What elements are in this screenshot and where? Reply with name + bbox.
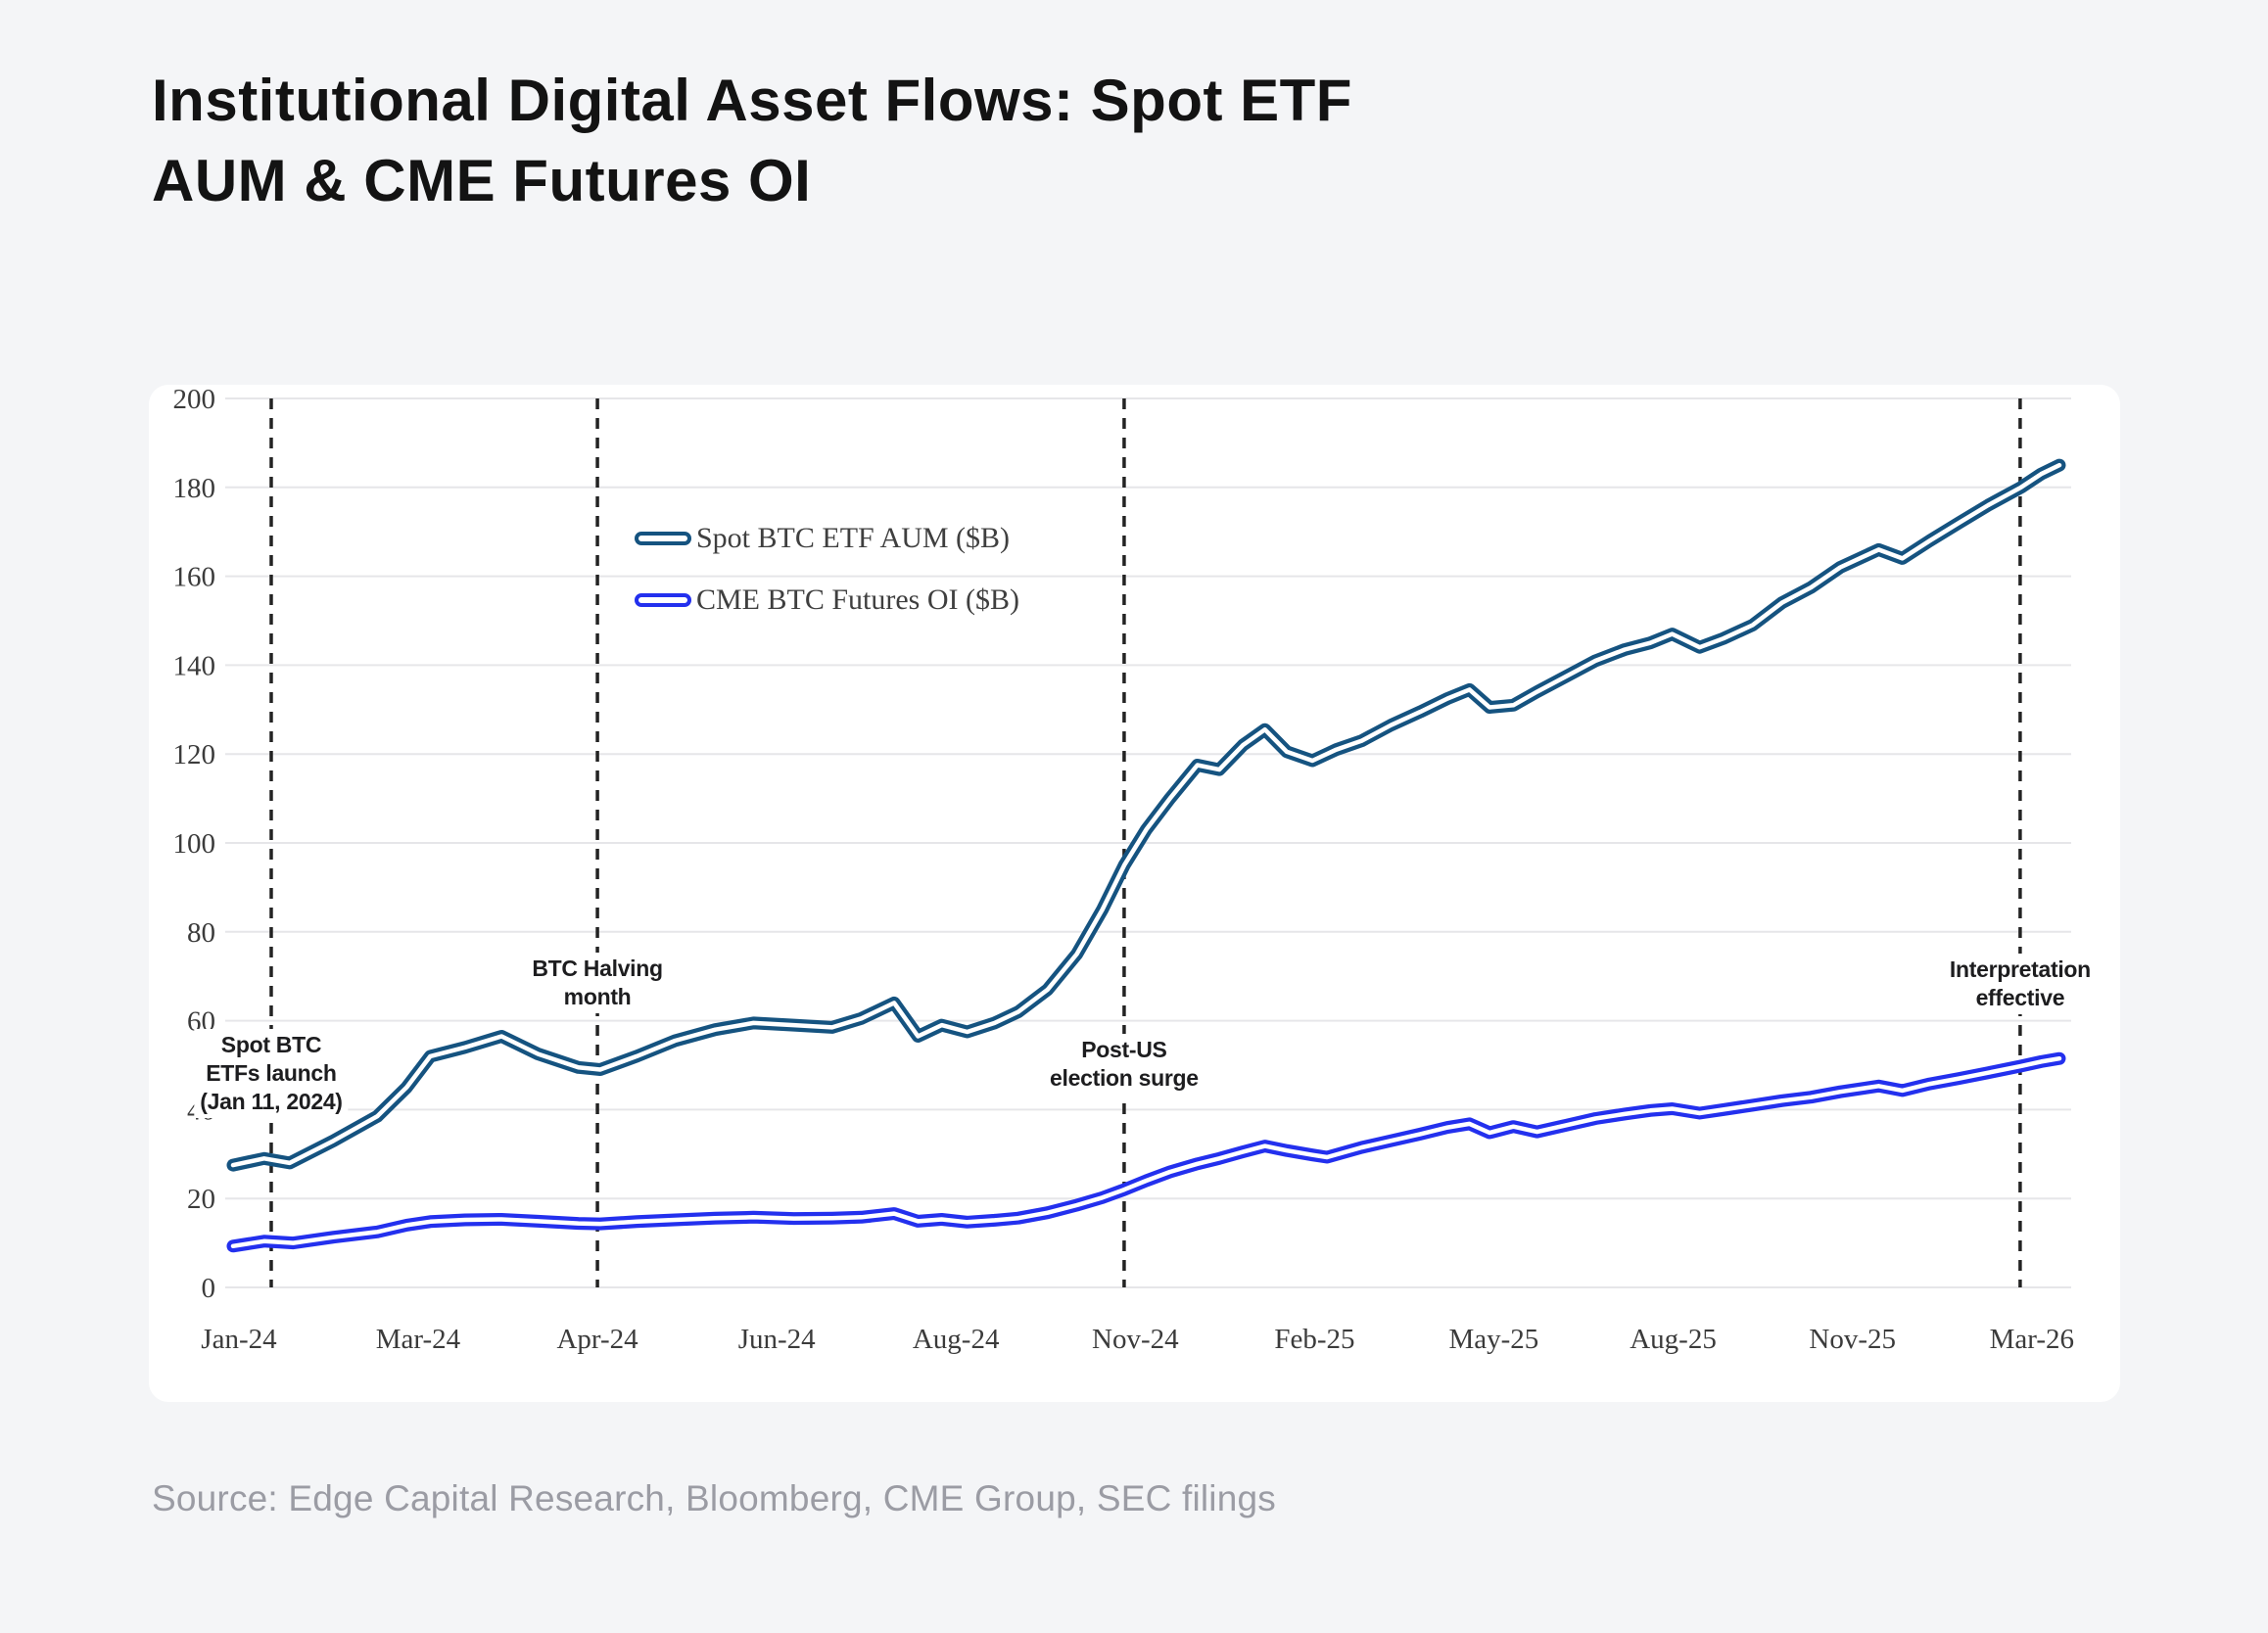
y-axis-label-100: 100 — [173, 828, 216, 860]
annotation-interpretation-effective: Interpretation effective — [1943, 954, 2097, 1014]
y-axis-label-200: 200 — [173, 385, 216, 415]
x-axis-label-Jun-24: Jun-24 — [738, 1324, 816, 1355]
annotation-line: (Jan 11, 2024) — [200, 1089, 343, 1114]
series-line-core-1 — [230, 1055, 2062, 1249]
page-title-line-2: AUM & CME Futures OI — [152, 148, 812, 213]
x-axis-label-May-25: May-25 — [1448, 1324, 1538, 1355]
annotation-line: election surge — [1050, 1065, 1199, 1091]
annotation-line: month — [563, 984, 632, 1009]
y-axis-label-120: 120 — [173, 739, 216, 770]
y-axis-label-80: 80 — [187, 917, 215, 949]
series-line-core-0 — [230, 462, 2062, 1168]
annotation-line: Post-US — [1081, 1037, 1167, 1062]
page-title: Institutional Digital Asset Flows: Spot … — [152, 61, 1352, 221]
x-axis-label-Mar-26: Mar-26 — [1990, 1324, 2074, 1355]
y-axis-label-180: 180 — [173, 473, 216, 504]
chart-legend: Spot BTC ETF AUM ($B) CME BTC Futures OI… — [635, 522, 1019, 617]
y-axis-label-0: 0 — [202, 1273, 216, 1304]
annotation-line: Interpretation — [1949, 956, 2091, 982]
source-attribution: Source: Edge Capital Research, Bloomberg… — [152, 1478, 1276, 1518]
annotation-post-us-electionsurge: Post-US election surge — [1044, 1034, 1205, 1095]
x-axis-label-Nov-25: Nov-25 — [1809, 1324, 1896, 1355]
legend-item-etf-aum: Spot BTC ETF AUM ($B) — [635, 522, 1019, 555]
annotation-line: ETFs launch — [206, 1060, 337, 1086]
x-axis-label-Aug-25: Aug-25 — [1630, 1324, 1717, 1355]
annotation-line: Spot BTC — [220, 1032, 322, 1057]
legend-label-etf-aum: Spot BTC ETF AUM ($B) — [696, 522, 1011, 554]
x-axis-label-Jan-24: Jan-24 — [201, 1324, 277, 1355]
y-axis-label-140: 140 — [173, 650, 216, 681]
annotation-btchalving-month: BTC Halving month — [526, 953, 669, 1013]
chart-svg: 020406080100120140160180200Jan-24Mar-24A… — [173, 385, 2075, 1355]
x-axis-label-Nov-24: Nov-24 — [1092, 1324, 1179, 1355]
cme-futures-line-swatch-icon — [635, 593, 691, 607]
annotation-line: BTC Halving — [532, 956, 663, 981]
annotation-spotbtc-etfslaunch-jan112024: Spot BTC ETFs launch (Jan 11, 2024) — [194, 1029, 349, 1118]
legend-item-cme-futures: CME BTC Futures OI ($B) — [635, 583, 1019, 617]
x-axis-label-Mar-24: Mar-24 — [376, 1324, 461, 1355]
chart-card: 020406080100120140160180200Jan-24Mar-24A… — [149, 385, 2120, 1402]
x-axis-label-Aug-24: Aug-24 — [913, 1324, 1000, 1355]
legend-label-cme-futures: CME BTC Futures OI ($B) — [696, 583, 1019, 616]
etf-aum-line-swatch-icon — [635, 532, 691, 545]
y-axis-label-160: 160 — [173, 562, 216, 593]
annotation-line: effective — [1975, 985, 2065, 1010]
x-axis-label-Apr-24: Apr-24 — [556, 1324, 638, 1355]
page-title-line-1: Institutional Digital Asset Flows: Spot … — [152, 68, 1352, 133]
x-axis-label-Feb-25: Feb-25 — [1274, 1324, 1354, 1355]
y-axis-label-20: 20 — [187, 1184, 215, 1215]
